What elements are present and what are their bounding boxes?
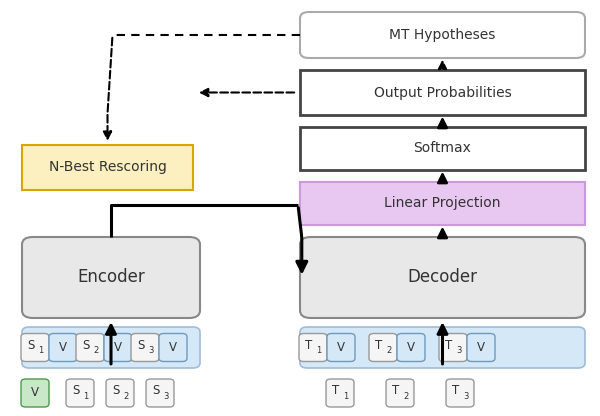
Text: T: T — [332, 384, 340, 397]
Text: V: V — [114, 341, 122, 354]
Text: T: T — [452, 384, 460, 397]
FancyBboxPatch shape — [22, 237, 200, 318]
FancyBboxPatch shape — [21, 379, 49, 407]
Text: V: V — [477, 341, 485, 354]
Text: V: V — [59, 341, 67, 354]
FancyBboxPatch shape — [104, 334, 132, 362]
Text: S: S — [137, 339, 145, 352]
FancyBboxPatch shape — [300, 12, 585, 58]
Text: T: T — [445, 339, 452, 352]
Text: T: T — [375, 339, 382, 352]
FancyBboxPatch shape — [369, 334, 397, 362]
FancyBboxPatch shape — [49, 334, 77, 362]
FancyBboxPatch shape — [446, 379, 474, 407]
Text: 3: 3 — [148, 347, 154, 355]
Text: V: V — [169, 341, 177, 354]
FancyBboxPatch shape — [300, 182, 585, 225]
Text: S: S — [152, 384, 160, 397]
Text: Decoder: Decoder — [407, 268, 478, 287]
FancyBboxPatch shape — [300, 70, 585, 115]
FancyBboxPatch shape — [21, 334, 49, 362]
Text: 2: 2 — [386, 347, 392, 355]
Text: Encoder: Encoder — [77, 268, 145, 287]
Text: T: T — [305, 339, 313, 352]
Text: S: S — [72, 384, 79, 397]
Text: 3: 3 — [457, 347, 461, 355]
FancyBboxPatch shape — [66, 379, 94, 407]
FancyBboxPatch shape — [22, 145, 193, 190]
Text: S: S — [82, 339, 89, 352]
Text: Softmax: Softmax — [413, 141, 472, 156]
Text: V: V — [31, 386, 39, 399]
FancyBboxPatch shape — [300, 327, 585, 368]
FancyBboxPatch shape — [300, 237, 585, 318]
Text: Linear Projection: Linear Projection — [384, 196, 501, 210]
Text: 2: 2 — [403, 392, 409, 401]
Text: V: V — [407, 341, 415, 354]
Text: 1: 1 — [83, 392, 89, 401]
Text: S: S — [27, 339, 34, 352]
Text: 2: 2 — [94, 347, 98, 355]
FancyBboxPatch shape — [106, 379, 134, 407]
Text: 2: 2 — [124, 392, 128, 401]
Text: 1: 1 — [38, 347, 44, 355]
Text: 1: 1 — [343, 392, 349, 401]
Text: Output Probabilities: Output Probabilities — [374, 86, 511, 99]
FancyBboxPatch shape — [467, 334, 495, 362]
Text: 1: 1 — [316, 347, 322, 355]
Text: S: S — [112, 384, 119, 397]
Text: T: T — [392, 384, 400, 397]
Text: 3: 3 — [463, 392, 469, 401]
FancyBboxPatch shape — [22, 327, 200, 368]
FancyBboxPatch shape — [131, 334, 159, 362]
FancyBboxPatch shape — [159, 334, 187, 362]
FancyBboxPatch shape — [386, 379, 414, 407]
Text: 3: 3 — [163, 392, 169, 401]
FancyBboxPatch shape — [327, 334, 355, 362]
FancyBboxPatch shape — [300, 127, 585, 170]
Text: N-Best Rescoring: N-Best Rescoring — [49, 161, 166, 174]
Text: V: V — [337, 341, 345, 354]
FancyBboxPatch shape — [299, 334, 327, 362]
FancyBboxPatch shape — [146, 379, 174, 407]
FancyBboxPatch shape — [439, 334, 467, 362]
FancyBboxPatch shape — [397, 334, 425, 362]
FancyBboxPatch shape — [76, 334, 104, 362]
Text: MT Hypotheses: MT Hypotheses — [389, 28, 496, 42]
FancyBboxPatch shape — [326, 379, 354, 407]
